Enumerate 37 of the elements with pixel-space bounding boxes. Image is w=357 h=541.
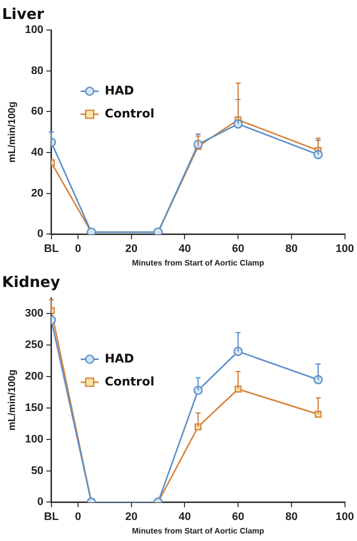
y-axis-title: mL/min/100g bbox=[6, 102, 18, 163]
x-tick-label: 20 bbox=[125, 510, 138, 523]
y-tick-label: 100 bbox=[24, 24, 44, 36]
y-tick-label: 250 bbox=[24, 339, 44, 352]
x-tick-label: 0 bbox=[74, 510, 82, 523]
y-tick-label: 200 bbox=[24, 370, 44, 383]
x-tick-label: 100 bbox=[336, 510, 354, 523]
x-tick-label: BL bbox=[44, 242, 59, 255]
x-tick-label: 40 bbox=[178, 510, 191, 523]
y-tick-label: 20 bbox=[31, 187, 44, 200]
y-tick-label: 80 bbox=[31, 64, 44, 77]
x-axis-title: Minutes from Start of Aortic Clamp bbox=[132, 526, 264, 536]
y-tick-label: 100 bbox=[24, 433, 44, 446]
x-tick-label: 60 bbox=[232, 510, 244, 523]
x-tick-label: 80 bbox=[285, 242, 298, 255]
x-tick-label: 60 bbox=[232, 242, 244, 255]
y-tick-label: 150 bbox=[24, 402, 44, 414]
x-tick-label: 0 bbox=[74, 242, 82, 255]
legend-label: Control bbox=[104, 106, 154, 120]
x-tick-label: BL bbox=[44, 510, 59, 523]
y-tick-label: 50 bbox=[31, 464, 44, 477]
x-tick-label: 100 bbox=[336, 242, 354, 255]
y-tick-label: 0 bbox=[37, 228, 44, 240]
chart-title: Kidney bbox=[2, 272, 60, 291]
x-tick-label: 40 bbox=[178, 242, 191, 255]
x-tick-label: 20 bbox=[125, 242, 138, 255]
y-tick-label: 40 bbox=[31, 146, 44, 159]
x-axis-title: Minutes from Start of Aortic Clamp bbox=[132, 258, 264, 268]
y-axis-title: mL/min/100g bbox=[6, 370, 18, 431]
y-tick-label: 300 bbox=[24, 308, 44, 320]
y-tick-label: 60 bbox=[31, 106, 44, 118]
legend-label: HAD bbox=[104, 83, 134, 98]
y-tick-label: 0 bbox=[37, 496, 44, 508]
x-tick-label: 80 bbox=[285, 510, 298, 523]
legend-label: HAD bbox=[104, 351, 134, 366]
chart-title: Liver bbox=[2, 4, 45, 23]
legend-label: Control bbox=[104, 374, 154, 388]
